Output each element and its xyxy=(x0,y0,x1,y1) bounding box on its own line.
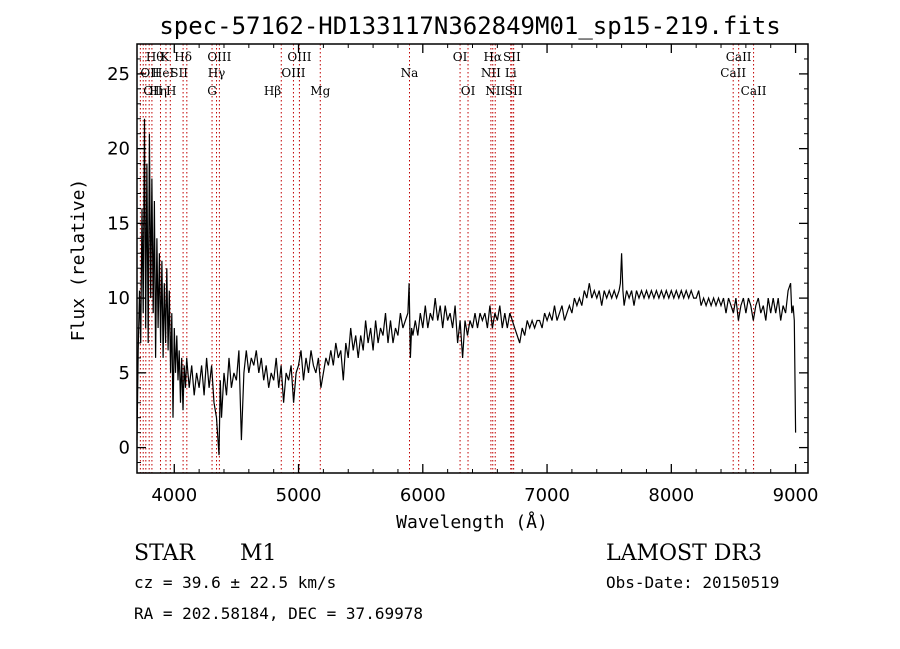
line-id-label: CaII xyxy=(741,84,767,98)
line-id-label: NII xyxy=(481,66,501,80)
chart-title: spec-57162-HD133117N362849M01_sp15-219.f… xyxy=(159,12,780,40)
line-id-label: NII xyxy=(485,84,505,98)
line-id-label: CaII xyxy=(726,50,752,64)
line-id-label: Hη xyxy=(149,84,167,98)
line-id-label: OI xyxy=(461,84,476,98)
plot-frame xyxy=(136,43,809,474)
line-id-label: H xyxy=(166,84,176,98)
line-id-label: OII xyxy=(143,84,163,98)
line-id-label: Mg xyxy=(310,84,330,98)
y-axis-label: Flux (relative) xyxy=(68,179,89,342)
x-tick-label: 6000 xyxy=(400,485,446,506)
line-id-label: Hα xyxy=(483,50,502,64)
y-tick-label: 20 xyxy=(107,139,130,160)
ra-dec: RA = 202.58184, DEC = 37.69978 xyxy=(134,604,423,623)
line-id-label: Na xyxy=(401,66,419,80)
redshift-cz: cz = 39.6 ± 22.5 km/s xyxy=(134,573,336,592)
line-id-label: SII xyxy=(170,66,188,80)
axis-ticks: 4000 5000 6000 7000 8000 9000 0 5 10 15 20 25 xyxy=(107,44,818,506)
line-id-label: SII xyxy=(503,50,521,64)
line-id-label: OIII xyxy=(207,50,231,64)
x-tick-label: 5000 xyxy=(276,485,322,506)
line-id-label: HeI xyxy=(152,66,175,80)
line-id-label: OIII xyxy=(281,66,305,80)
x-tick-label: 7000 xyxy=(524,485,570,506)
y-tick-label: 10 xyxy=(107,288,130,309)
line-markers xyxy=(139,44,755,473)
line-id-label: G xyxy=(207,84,217,98)
y-tick-label: 5 xyxy=(119,363,130,384)
spectrum-line xyxy=(136,118,797,456)
subclass: M1 xyxy=(240,541,277,566)
object-type: STAR xyxy=(134,541,196,566)
line-id-label: OIII xyxy=(287,50,311,64)
line-id-label: Li xyxy=(505,66,517,80)
line-labels: OIIOIIHθHηHeIKHSIIHδGHγOIIIHβOIIIOIIIMgN… xyxy=(140,50,766,98)
line-id-label: Hγ xyxy=(208,66,226,80)
line-id-label: CaII xyxy=(720,66,746,80)
x-axis-label: Wavelength (Å) xyxy=(396,511,548,533)
observation-date: Obs-Date: 20150519 xyxy=(606,573,779,592)
x-tick-label: 4000 xyxy=(151,485,197,506)
line-id-label: Hδ xyxy=(174,50,192,64)
line-id-label: Hβ xyxy=(264,84,281,98)
survey-name: LAMOST DR3 xyxy=(606,541,762,566)
y-tick-label: 0 xyxy=(119,438,130,459)
y-tick-label: 15 xyxy=(107,213,130,234)
x-tick-label: 9000 xyxy=(773,485,819,506)
line-id-label: OI xyxy=(453,50,468,64)
line-id-label: OII xyxy=(140,66,160,80)
x-tick-label: 8000 xyxy=(648,485,694,506)
line-id-label: Hθ xyxy=(146,50,164,64)
line-id-label: K xyxy=(160,50,170,64)
y-tick-label: 25 xyxy=(107,64,130,85)
line-id-label: SII xyxy=(505,84,523,98)
